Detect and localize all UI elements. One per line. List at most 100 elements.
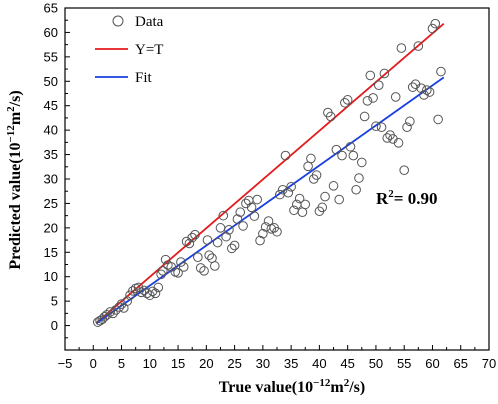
data-point: [160, 254, 171, 265]
data-point: [376, 122, 387, 133]
data-point: [371, 121, 381, 132]
data-point: [362, 96, 373, 106]
data-point: [399, 165, 410, 176]
data-point: [351, 184, 361, 195]
data-point: [402, 122, 412, 133]
y-tick-label: 60: [44, 25, 58, 40]
data-point: [277, 184, 288, 195]
data-point: [272, 226, 282, 237]
data-point: [379, 68, 390, 79]
data-point: [396, 43, 407, 53]
y-tick-label: 0: [51, 318, 58, 333]
data-point: [390, 92, 401, 102]
x-tick-label: 45: [340, 356, 354, 371]
data-point: [184, 238, 195, 249]
y-tick-label: 15: [44, 245, 58, 260]
series-line-fit: [95, 76, 445, 325]
data-point: [416, 83, 426, 93]
data-point: [427, 23, 438, 34]
x-tick-label: 50: [369, 356, 383, 371]
data-point: [354, 173, 364, 183]
x-tick-label: 5: [118, 356, 125, 371]
x-tick-label: 20: [199, 356, 213, 371]
legend-marker-data: [112, 15, 124, 27]
data-point: [229, 240, 240, 251]
legend-label-data: Data: [135, 14, 164, 30]
data-point: [224, 225, 234, 235]
data-point: [202, 235, 213, 245]
data-point: [215, 223, 226, 233]
x-tick-label: 40: [312, 356, 326, 371]
data-point: [306, 153, 316, 164]
data-point: [133, 282, 144, 293]
r-squared-annotation: R2= 0.90: [376, 188, 437, 208]
data-point: [99, 311, 110, 322]
data-point: [150, 288, 161, 299]
x-axis-ticks: −5 0 5 10 15 20 25 30 35 40 45 50 55 60 65 70: [58, 345, 496, 371]
series-line-y-t: [95, 22, 445, 324]
data-point: [286, 182, 296, 192]
y-axis-ticks: 0 5 10 15 20 25 30 35 40 45 50 55 60 65: [44, 1, 70, 339]
data-point: [365, 70, 376, 81]
y-tick-label: 30: [44, 172, 58, 187]
data-point: [294, 193, 305, 204]
y-axis-title: Predicted value(10−12m2/s): [5, 90, 24, 269]
y-tick-label: 50: [44, 74, 58, 89]
data-point: [238, 221, 248, 231]
data-point: [102, 310, 112, 320]
legend-label-fit: Fit: [135, 70, 153, 86]
x-tick-label: 65: [453, 356, 467, 371]
data-point: [212, 237, 223, 248]
data-point: [419, 90, 429, 100]
x-tick-label: 0: [90, 356, 97, 371]
data-point: [413, 41, 424, 51]
x-axis-title: True value(10−12m2/s): [219, 377, 365, 396]
data-point: [311, 170, 322, 180]
data-point: [334, 194, 344, 205]
data-point: [158, 266, 168, 276]
data-point: [337, 150, 347, 161]
y-tick-label: 35: [44, 147, 58, 162]
data-point: [328, 181, 339, 191]
data-point: [246, 202, 257, 213]
data-point: [368, 93, 378, 103]
data-point: [232, 214, 243, 224]
y-tick-label: 20: [44, 220, 58, 235]
data-point: [249, 211, 260, 221]
data-point: [430, 18, 441, 29]
data-point: [153, 282, 164, 293]
data-point: [303, 161, 313, 172]
data-point: [235, 207, 246, 218]
data-point: [317, 202, 328, 213]
data-point: [108, 308, 118, 319]
y-tick-label: 45: [44, 98, 58, 113]
data-point: [348, 150, 359, 161]
data-point: [173, 268, 183, 278]
data-point: [382, 133, 393, 143]
y-tick-label: 65: [44, 1, 58, 16]
data-point: [283, 187, 294, 198]
x-tick-label: 60: [425, 356, 439, 371]
y-tick-label: 5: [51, 294, 58, 309]
data-point: [226, 243, 237, 254]
data-point: [373, 80, 384, 90]
x-tick-label: 15: [171, 356, 185, 371]
data-point: [325, 111, 336, 122]
x-tick-label: 70: [482, 356, 496, 371]
data-point: [195, 263, 206, 273]
data-point: [255, 235, 265, 246]
data-point: [297, 207, 308, 218]
data-point: [424, 87, 435, 97]
plot-frame: [64, 7, 490, 351]
x-tick-label: 55: [397, 356, 411, 371]
data-point: [122, 296, 132, 306]
y-tick-label: 25: [44, 196, 58, 211]
x-tick-label: 35: [284, 356, 298, 371]
data-point: [433, 114, 443, 125]
x-tick-label: −5: [58, 356, 73, 371]
data-point: [345, 141, 356, 152]
y-tick-label: 10: [44, 269, 58, 284]
data-point: [340, 97, 350, 108]
data-point: [193, 252, 203, 262]
